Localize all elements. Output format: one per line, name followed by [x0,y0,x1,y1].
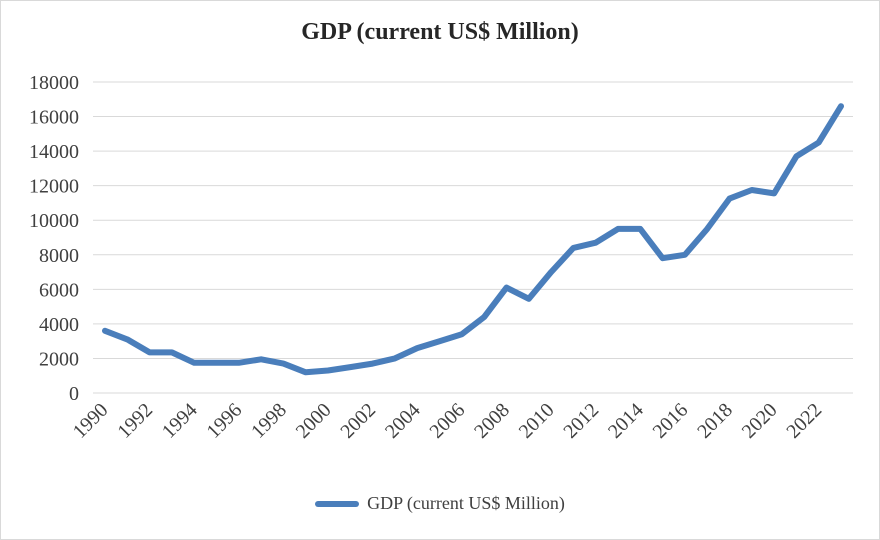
x-tick-label: 2016 [649,399,693,443]
series-line [102,103,844,376]
legend: GDP (current US$ Million) [1,493,879,514]
x-tick-label: 1998 [247,399,291,443]
x-tick-label: 1992 [113,399,157,443]
x-tick-label: 2010 [515,399,559,443]
series-lines [102,103,844,376]
x-axis-ticks: 1990 1992 1994 1996 1998 2000 2002 2004 2006 2008… [69,399,827,443]
x-tick-label: 2018 [693,399,737,443]
y-axis-ticks: 0 2000 4000 6000 8000 10000 12000 14000 16000 180… [29,72,79,405]
x-tick-label: 2020 [738,399,782,443]
y-tick-label: 6000 [39,279,79,301]
x-tick-label: 1996 [203,399,247,443]
x-tick-label: 2000 [292,399,336,443]
y-tick-label: 0 [69,383,79,405]
legend-label: GDP (current US$ Million) [367,493,565,513]
x-tick-label: 2012 [559,399,603,443]
x-tick-label: 1990 [69,399,113,443]
chart-title: GDP (current US$ Million) [301,19,579,45]
x-tick-label: 2022 [782,399,826,443]
legend-swatch [315,500,360,507]
x-tick-label: 2008 [470,399,514,443]
y-tick-label: 12000 [29,176,79,198]
y-tick-label: 10000 [29,210,79,232]
gridlines [93,81,853,394]
x-tick-label: 2002 [336,399,380,443]
x-tick-label: 2004 [381,399,425,443]
x-tick-label: 2014 [604,399,648,443]
x-tick-label: 1994 [158,399,202,443]
x-tick-label: 2006 [426,399,470,443]
y-tick-label: 8000 [39,245,79,267]
y-tick-label: 4000 [39,314,79,336]
y-tick-label: 16000 [29,107,79,129]
y-tick-label: 2000 [39,348,79,370]
y-tick-label: 14000 [29,141,79,163]
y-tick-label: 18000 [29,72,79,94]
